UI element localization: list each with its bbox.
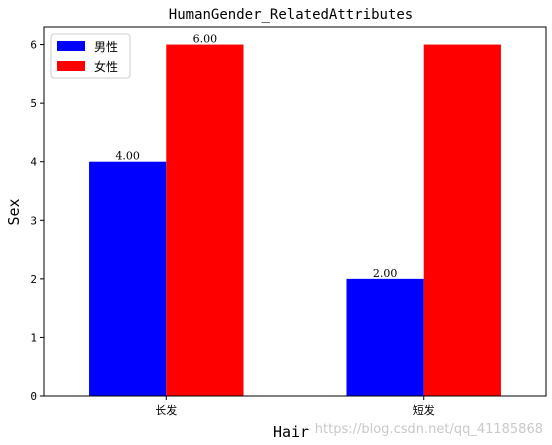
bar-value-label: 6.00: [193, 33, 218, 46]
x-tick-label: 长发: [155, 403, 177, 417]
x-axis: 长发 短发: [155, 396, 435, 417]
y-axis: 0 1 2 3 4 5 6: [30, 39, 44, 403]
legend-box: [50, 33, 131, 79]
legend-label-male: 男性: [94, 40, 118, 54]
legend-swatch-female: [57, 61, 85, 71]
bar-value-label: 4.00: [115, 150, 140, 163]
y-tick-label: 1: [30, 331, 37, 344]
y-tick-label: 6: [30, 39, 37, 52]
bar-labels-layer: 4.00 2.00 6.00: [115, 33, 397, 280]
bars-layer: [89, 44, 501, 396]
y-tick-label: 5: [30, 97, 37, 110]
x-tick-label: 短发: [413, 403, 435, 417]
chart-title: HumanGender_RelatedAttributes: [169, 7, 413, 23]
y-tick-label: 4: [30, 156, 37, 169]
y-axis-label: Sex: [5, 198, 23, 225]
x-axis-label: Hair: [273, 423, 309, 441]
legend-label-female: 女性: [94, 59, 118, 74]
bar-female-2: [423, 44, 501, 396]
bar-male-1: [89, 161, 167, 396]
legend-swatch-male: [57, 41, 85, 51]
y-tick-label: 3: [30, 214, 37, 227]
plot-frame: [43, 26, 547, 397]
y-tick-label: 0: [30, 390, 37, 403]
bar-female-1: [166, 44, 244, 396]
bar-value-label: 2.00: [373, 267, 398, 280]
y-tick-label: 2: [30, 273, 37, 286]
watermark: https://blog.csdn.net/qq_41185868: [315, 422, 543, 437]
bar-male-2: [346, 278, 424, 396]
